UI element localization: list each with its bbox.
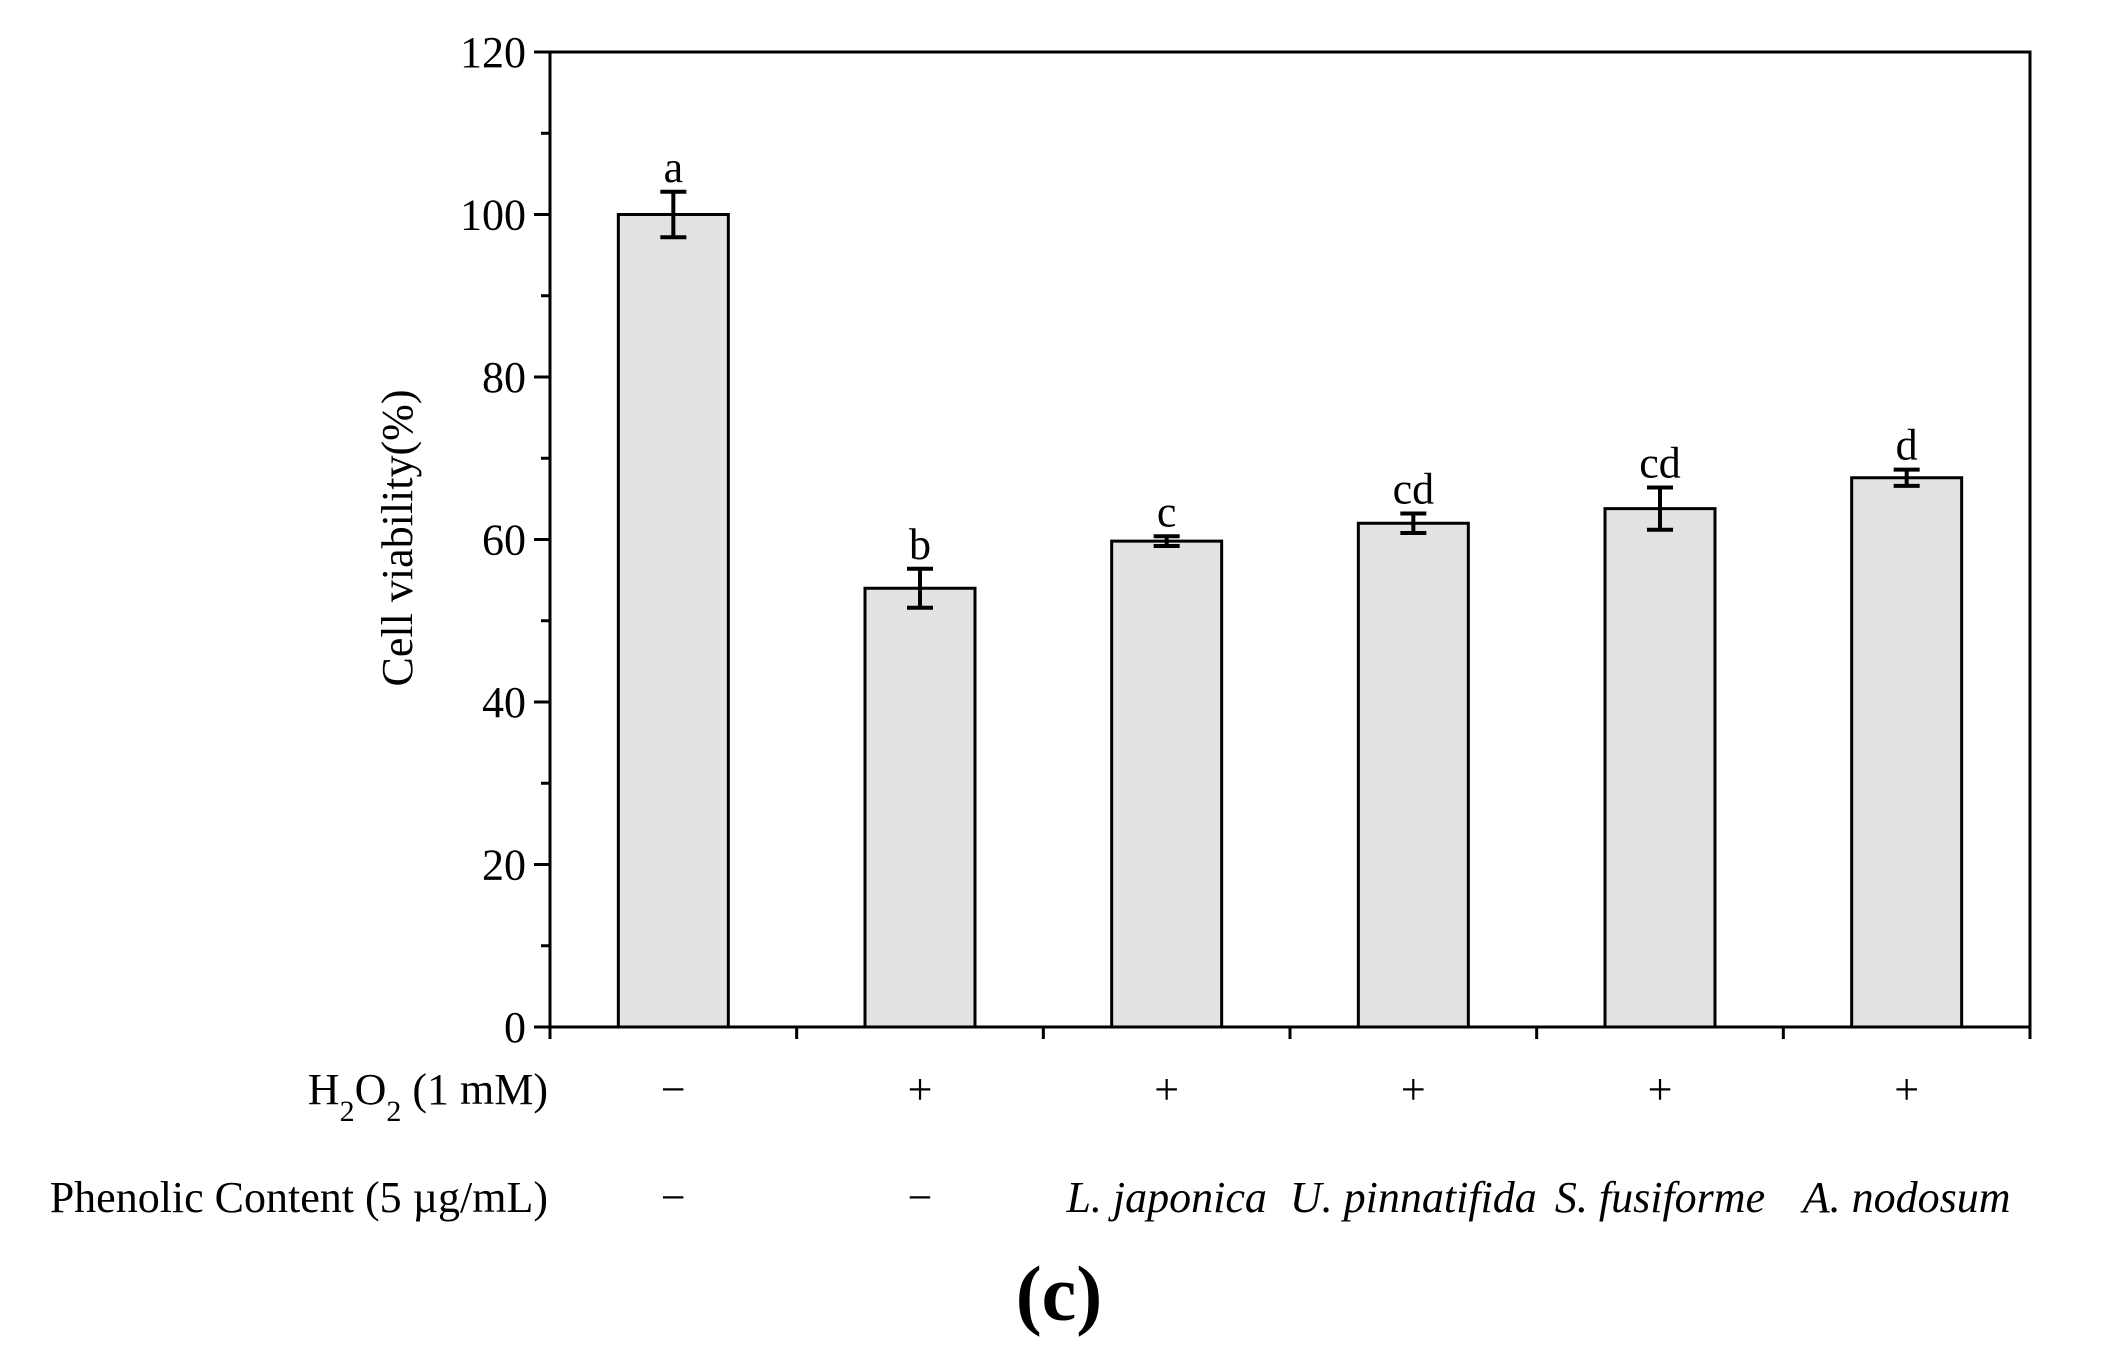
phenolic-row-values: − − L. japonica U. pinnatifida S. fusiforme A… <box>661 1173 2011 1222</box>
y-axis-title: Cell viability(%) <box>373 390 422 687</box>
significance-label-3: cd <box>1393 465 1435 514</box>
plot-area: a b c cd cd d <box>548 50 2032 1029</box>
phenolic-row-label: Phenolic Content (5 µg/mL) <box>50 1173 548 1222</box>
h2o2-value-3: + <box>1401 1065 1426 1114</box>
y-tick-label: 20 <box>482 841 526 890</box>
y-tick-label: 60 <box>482 516 526 565</box>
y-axis: 0 20 40 60 80 100 120 <box>460 28 550 1052</box>
panel-label: (c) <box>1016 1250 1103 1337</box>
significance-label-0: a <box>664 143 684 192</box>
y-tick-label: 80 <box>482 353 526 402</box>
bar-0 <box>616 213 730 1029</box>
significance-label-2: c <box>1157 487 1177 536</box>
h2o2-value-1: + <box>908 1065 933 1114</box>
plot-frame <box>548 50 2032 1029</box>
y-tick-label: 120 <box>460 28 526 77</box>
bar-5 <box>1850 476 1964 1029</box>
h2o2-value-4: + <box>1648 1065 1673 1114</box>
y-tick-label: 100 <box>460 191 526 240</box>
bar-2 <box>1110 539 1224 1029</box>
x-axis <box>548 1027 2032 1039</box>
phenolic-value-2: L. japonica <box>1065 1173 1266 1222</box>
h2o2-row-label: H2O2 (1 mM) <box>308 1065 548 1128</box>
phenolic-value-5: A. nodosum <box>1800 1173 2011 1222</box>
bar-3 <box>1356 521 1470 1029</box>
phenolic-value-1: − <box>908 1173 933 1222</box>
phenolic-value-4: S. fusiforme <box>1555 1173 1765 1222</box>
h2o2-value-5: + <box>1894 1065 1919 1114</box>
bar-4 <box>1603 507 1717 1029</box>
phenolic-value-3: U. pinnatifida <box>1290 1173 1537 1222</box>
h2o2-row-values: − + + + + + <box>661 1065 1919 1114</box>
y-tick-label: 40 <box>482 678 526 727</box>
h2o2-value-2: + <box>1154 1065 1179 1114</box>
bar-1 <box>863 586 977 1029</box>
significance-label-5: d <box>1896 421 1918 470</box>
significance-label-1: b <box>909 520 931 569</box>
h2o2-value-0: − <box>661 1065 686 1114</box>
y-tick-label: 0 <box>504 1003 526 1052</box>
phenolic-value-0: − <box>661 1173 686 1222</box>
significance-label-4: cd <box>1639 439 1681 488</box>
